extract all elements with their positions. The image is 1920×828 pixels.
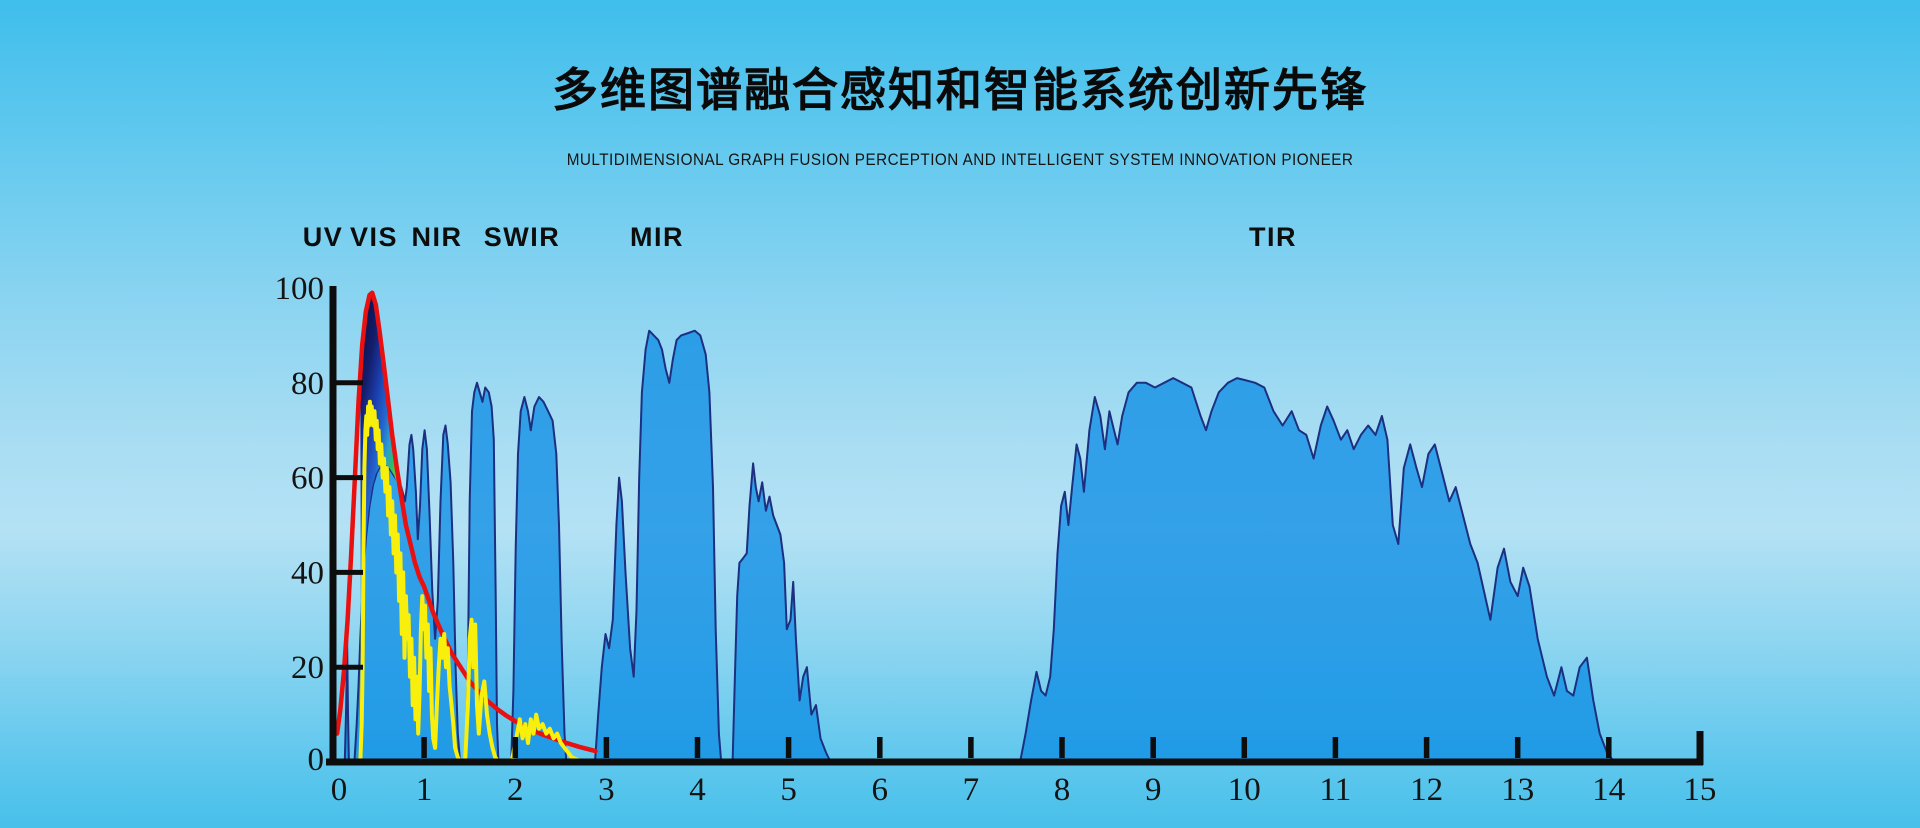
x-tick-label: 12 xyxy=(1410,772,1443,808)
x-tick-label: 7 xyxy=(963,772,980,808)
x-tick-label: 1 xyxy=(416,772,433,808)
band-label-mir: MIR xyxy=(630,222,684,252)
axes xyxy=(326,286,1704,766)
visible-spectrum-rainbow-peak xyxy=(360,292,405,649)
x-tick-label: 2 xyxy=(507,772,524,808)
band-label-uv: UV xyxy=(302,222,344,252)
x-tick-label: 9 xyxy=(1145,772,1162,808)
x-tick-label: 6 xyxy=(872,772,889,808)
x-tick-label: 14 xyxy=(1592,772,1625,808)
atmospheric-transmission-area xyxy=(343,329,1616,763)
y-tick-label: 100 xyxy=(275,271,325,307)
x-tick-label: 11 xyxy=(1320,772,1352,808)
x-tick-label: 8 xyxy=(1054,772,1071,808)
band-label-tir: TIR xyxy=(1249,222,1297,252)
solar-ground-spectrum-curve xyxy=(358,399,584,764)
y-tick-label: 40 xyxy=(291,555,324,591)
band-label-nir: NIR xyxy=(411,222,463,252)
page-title: 多维图谱融合感知和智能系统创新先锋 xyxy=(552,64,1368,116)
x-tick-label: 4 xyxy=(689,772,706,808)
page-subtitle-text: MULTIDIMENSIONAL GRAPH FUSION PERCEPTION… xyxy=(566,150,1354,169)
y-tick-label: 0 xyxy=(308,742,325,778)
x-tick-label: 5 xyxy=(780,772,797,808)
band-label-swir: SWIR xyxy=(483,222,561,252)
x-tick-label: 15 xyxy=(1683,772,1716,808)
x-tick-label: 13 xyxy=(1501,772,1534,808)
x-tick-label: 3 xyxy=(598,772,615,808)
x-tick-label: 0 xyxy=(331,772,348,808)
band-label-vis: VIS xyxy=(349,222,399,252)
y-tick-label: 80 xyxy=(291,366,324,402)
x-tick-label: 10 xyxy=(1228,772,1261,808)
y-tick-label: 60 xyxy=(291,461,324,497)
page-subtitle: MULTIDIMENSIONAL GRAPH FUSION PERCEPTION… xyxy=(0,150,1920,170)
y-tick-label: 20 xyxy=(291,650,324,686)
